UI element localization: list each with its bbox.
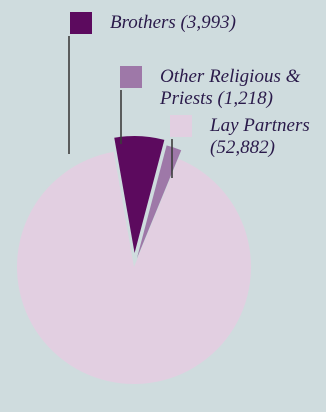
legend-swatch-1: [70, 12, 92, 34]
legend-label-line: Other Religious &: [160, 66, 301, 87]
pie-slice-3: [17, 151, 252, 384]
legend-label-1: Brothers (3,993): [110, 12, 236, 33]
pie-slice-2: [136, 145, 182, 259]
leader-lines: [68, 36, 173, 178]
legend-label-2: Other Religious & Priests (1,218): [159, 66, 301, 109]
legend-label-3: Lay Partners (52,882): [209, 115, 310, 158]
pie-slices: [17, 136, 252, 384]
legend-swatch-3: [170, 115, 192, 137]
legend-swatch-2: [120, 66, 142, 88]
legend-label-line: Brothers (3,993): [110, 12, 236, 33]
legend: Brothers (3,993) Other Religious & Priests…: [70, 12, 310, 158]
pie-slice-1: [114, 136, 165, 254]
legend-label-line: Priests (1,218): [159, 88, 273, 109]
legend-label-line: Lay Partners: [209, 115, 310, 136]
legend-label-line: (52,882): [210, 137, 275, 158]
